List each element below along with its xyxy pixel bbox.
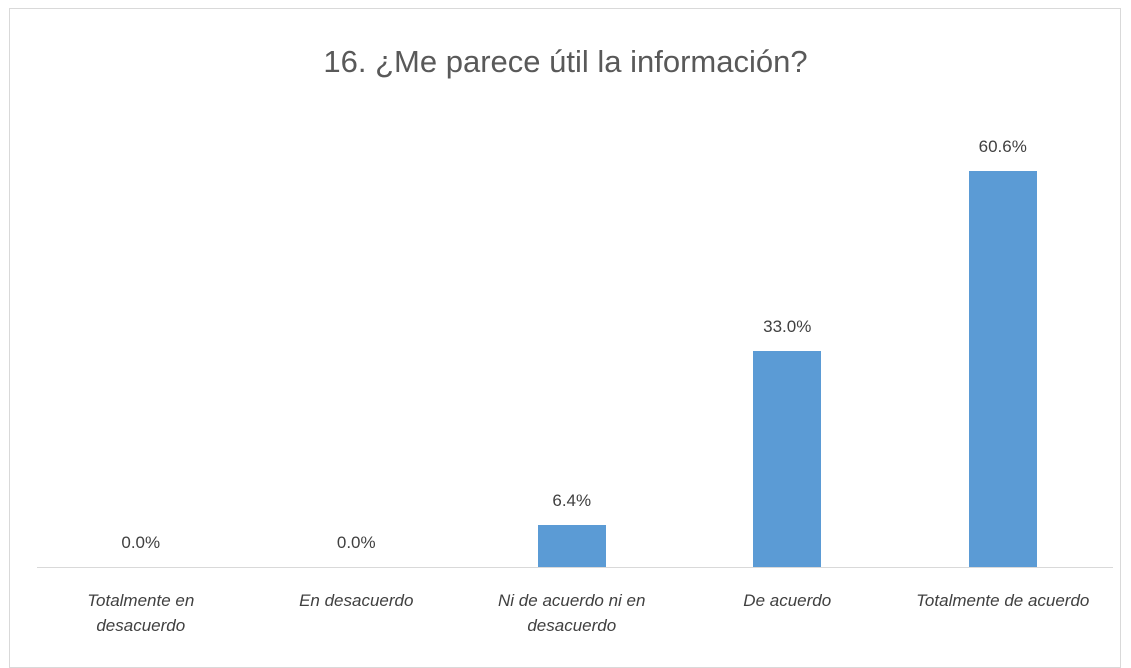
chart-title: 16. ¿Me parece útil la información? (323, 44, 808, 79)
bar (968, 171, 1037, 567)
x-tick-label: Ni de acuerdo ni en desacuerdo (498, 591, 646, 635)
data-label: 33.0% (763, 317, 812, 337)
data-label: 0.0% (336, 533, 376, 552)
x-tick-label: De acuerdo (743, 591, 832, 610)
bar (753, 351, 822, 567)
bar (537, 525, 606, 567)
data-label: 6.4% (552, 491, 592, 511)
chart-frame (9, 8, 1121, 668)
data-label: 0.0% (121, 533, 161, 552)
x-tick-label: Totalmente de acuerdo (916, 591, 1090, 610)
data-label: 60.6% (978, 137, 1027, 156)
chart: 16. ¿Me parece útil la información? Tota… (9, 8, 1121, 668)
x-tick-label: Totalmente en desacuerdo (87, 591, 195, 635)
x-axis (37, 567, 1113, 568)
x-tick-label: En desacuerdo (299, 591, 414, 610)
